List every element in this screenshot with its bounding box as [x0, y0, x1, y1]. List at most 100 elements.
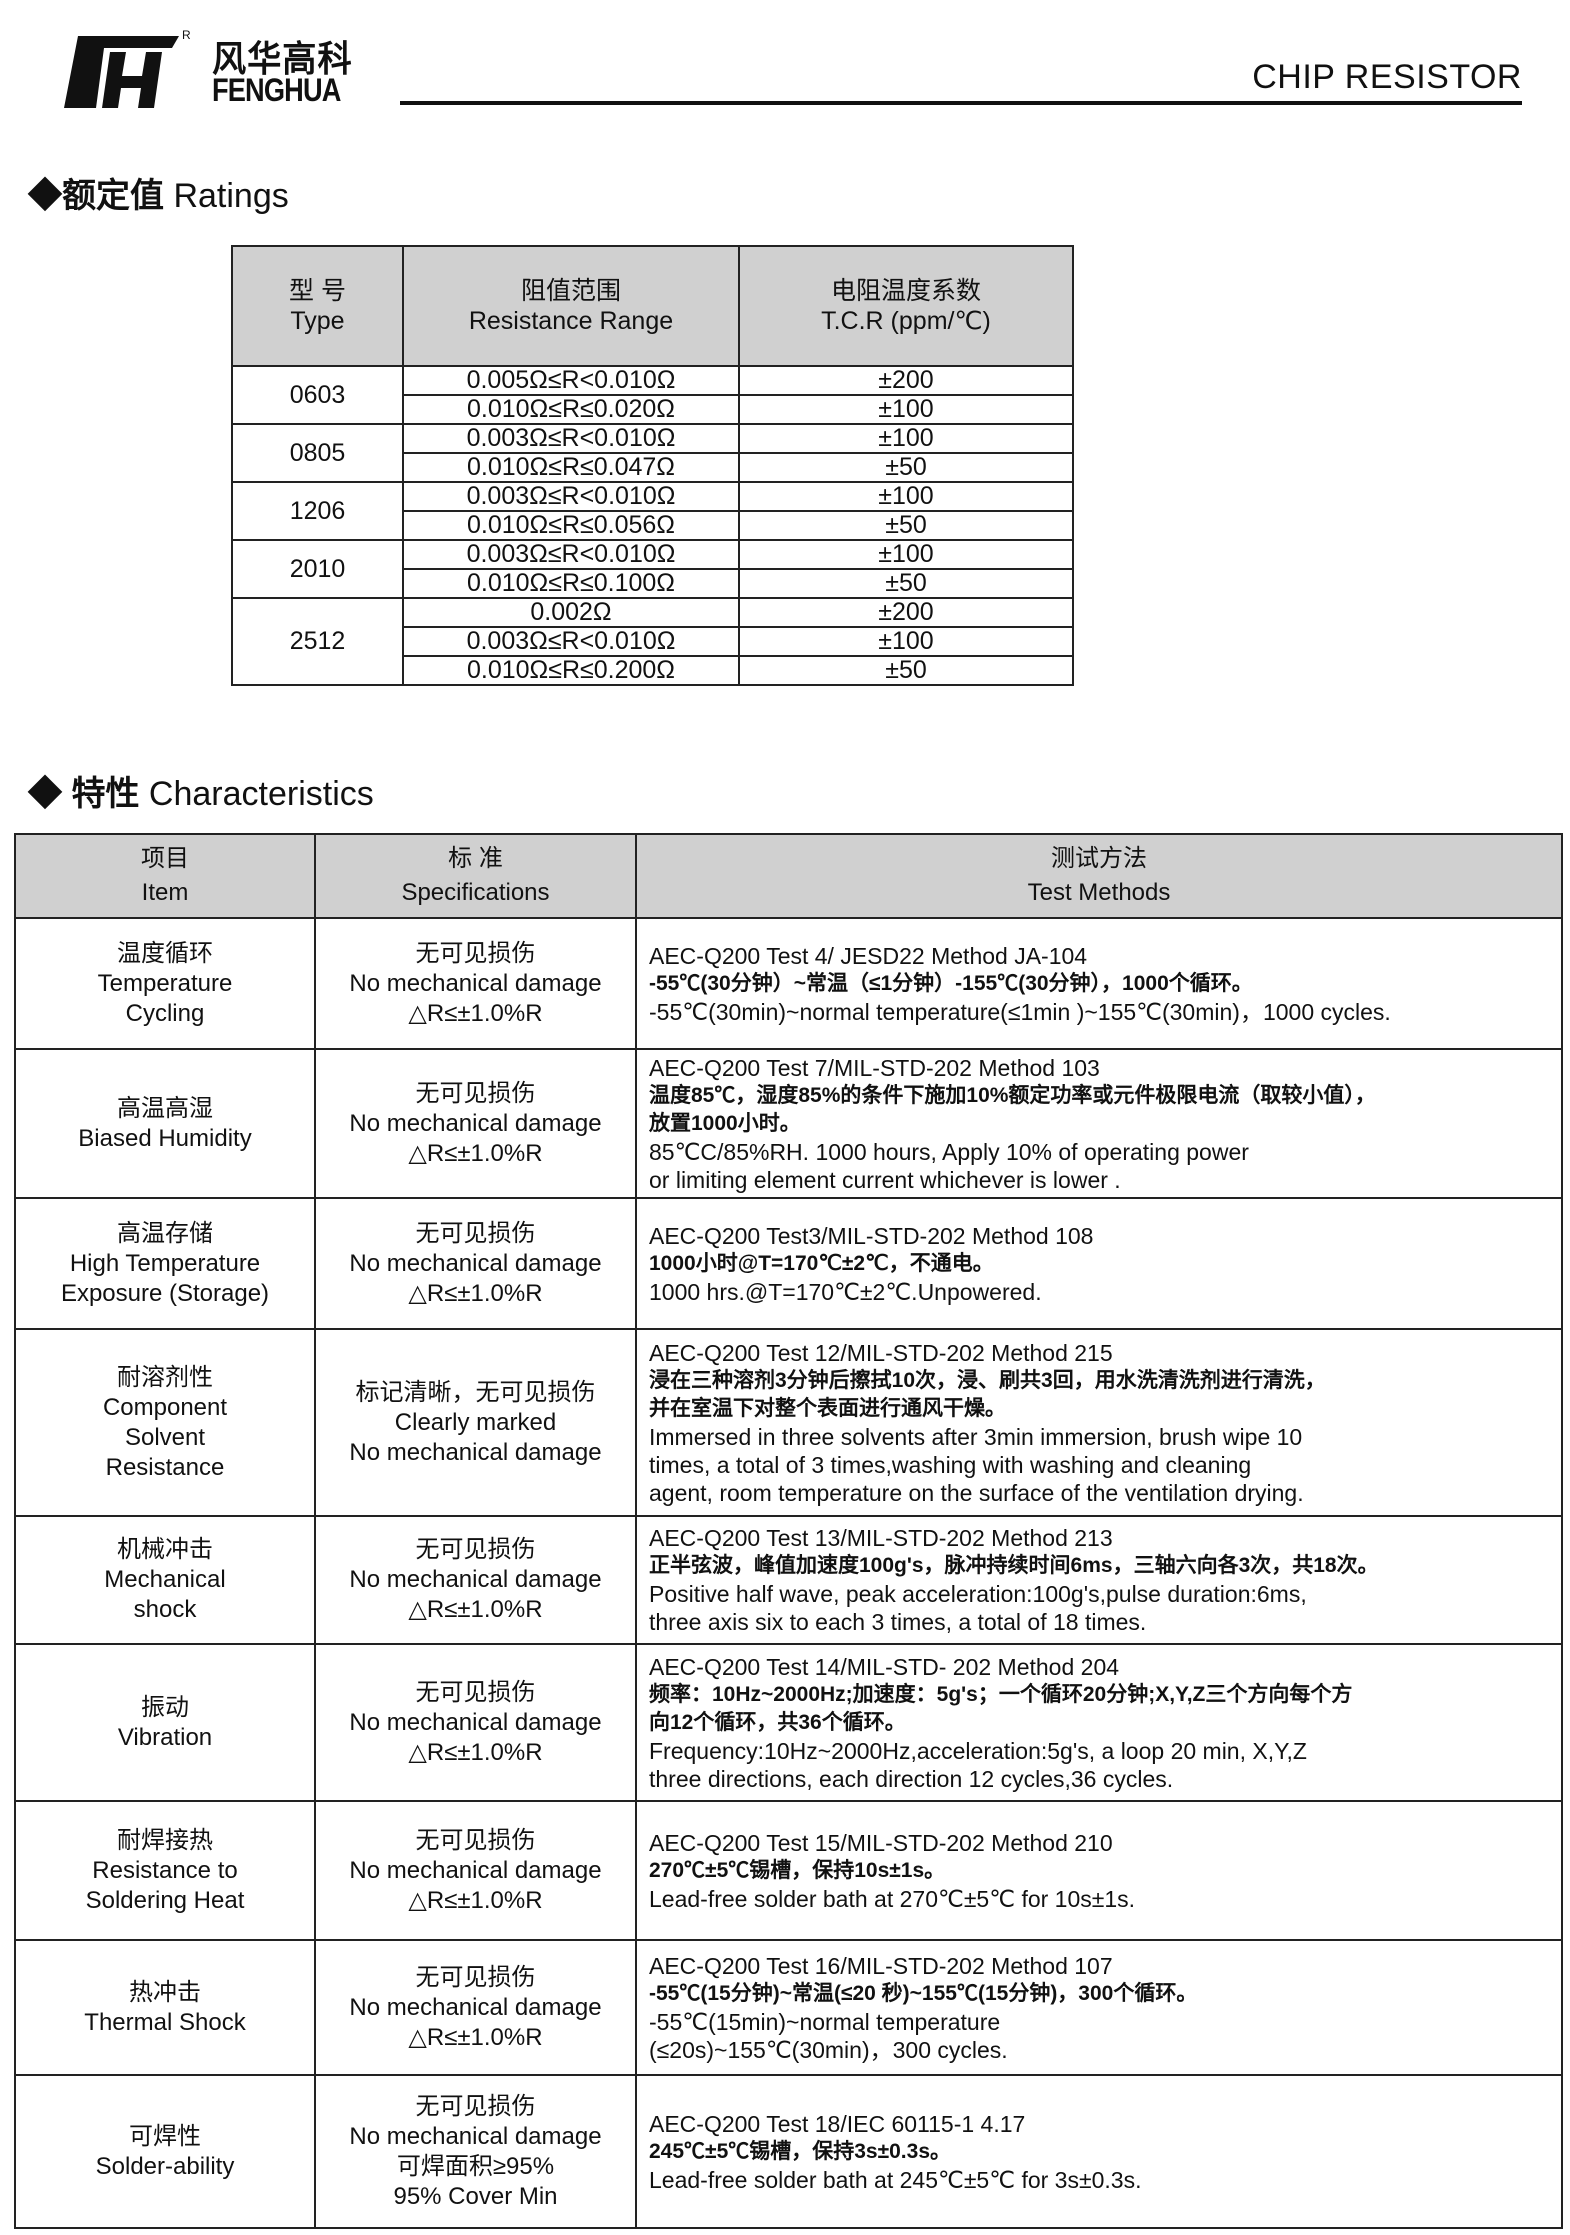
specification-cell: 无可见损伤 No mechanical damage △R≤±1.0%R — [314, 1939, 637, 2076]
test-method-line: Frequency:10Hz~2000Hz,acceleration:5g's,… — [649, 1737, 1307, 1764]
specification-line: 无可见损伤 — [415, 1219, 536, 1247]
item-line: Thermal Shock — [84, 2008, 246, 2036]
characteristics-section-title: ◆ 特性 Characteristics — [28, 766, 374, 815]
test-method-line: AEC-Q200 Test 14/MIL-STD- 202 Method 204 — [649, 1653, 1120, 1680]
specification-line: 无可见损伤 — [415, 1826, 536, 1854]
test-method-line: 正半弦波，峰值加速度100g's，脉冲持续时间6ms，三轴六向各3次，共18次。 — [649, 1554, 1379, 1577]
test-method-line: three directions, each direction 12 cycl… — [649, 1765, 1174, 1792]
test-method-line: -55℃(15min)~normal temperature — [649, 2008, 1001, 2035]
resistance-range-cell: 0.010Ω≤R≤0.020Ω — [402, 394, 740, 425]
tcr-cell: ±200 — [738, 597, 1074, 628]
item-cell: 可焊性 Solder-ability — [14, 2074, 316, 2229]
tcr-cell: ±100 — [738, 539, 1074, 570]
specification-cell: 无可见损伤 No mechanical damage △R≤±1.0%R — [314, 1515, 637, 1645]
test-method-line: Positive half wave, peak acceleration:10… — [649, 1581, 1307, 1607]
characteristics-header-cell: 标 准 Specifications — [314, 833, 637, 919]
test-method-line: AEC-Q200 Test 18/IEC 60115-1 4.17 — [649, 2110, 1026, 2137]
characteristics-row: 温度循环 Temperature Cycling 无可见损伤 No mechanical… — [14, 917, 1563, 1050]
test-method-line: AEC-Q200 Test 4/ JESD22 Method JA-104 — [649, 942, 1088, 969]
test-method-line: AEC-Q200 Test 13/MIL-STD-202 Method 213 — [649, 1525, 1113, 1551]
item-line: 耐溶剂性 — [117, 1363, 213, 1391]
specification-line: 可焊面积≥95% — [396, 2152, 555, 2180]
characteristics-row: 可焊性 Solder-ability 无可见损伤 No mechanical dama… — [14, 2074, 1563, 2229]
specification-line: No mechanical damage — [349, 1566, 602, 1593]
specification-cell: 无可见损伤 No mechanical damage 可焊面积≥95% 95% Cov… — [314, 2074, 637, 2229]
test-method-line: AEC-Q200 Test3/MIL-STD-202 Method 108 — [649, 1222, 1094, 1249]
characteristics-row: 振动 Vibration 无可见损伤 No mechanical damage △R≤±… — [14, 1643, 1563, 1802]
ratings-header-cell: 阻值范围 Resistance Range — [402, 245, 740, 367]
test-method-line: or limiting element current whichever is… — [649, 1166, 1121, 1193]
test-method-line: 270℃±5℃锡槽，保持10s±1s。 — [649, 1858, 946, 1882]
test-method-line: 向12个循环，共36个循环。 — [649, 1710, 906, 1734]
characteristics-table: 项目 Item 标 准 Specifications 测试方法 Test Methods … — [14, 833, 1563, 2229]
specification-line: 无可见损伤 — [415, 1678, 536, 1706]
header-label-en: Resistance Range — [468, 307, 674, 335]
specification-line: No mechanical damage — [349, 2122, 602, 2150]
item-line: 高温存储 — [117, 1219, 213, 1247]
ratings-header-row: 型 号 Type 阻值范围 Resistance Range 电阻温度系数 T.C.R (… — [231, 245, 1074, 367]
test-method-line: -55℃(30分钟）~常温（≤1分钟）-155℃(30分钟），1000个循环。 — [649, 971, 1253, 995]
ratings-row: 0.010Ω≤R≤0.200Ω ±50 — [232, 655, 1074, 686]
resistance-range-cell: 0.010Ω≤R≤0.047Ω — [402, 452, 740, 483]
characteristics-header-cell: 项目 Item — [14, 833, 316, 919]
item-line: Resistance to — [92, 1856, 238, 1884]
characteristics-row: 耐溶剂性 Component Solvent Resistance 标记清晰，无可见损伤… — [14, 1328, 1563, 1517]
header-label-en: T.C.R (ppm/℃) — [821, 307, 991, 335]
specification-line: 无可见损伤 — [415, 1079, 536, 1107]
tcr-cell: ±200 — [738, 365, 1074, 396]
resistance-range-cell: 0.010Ω≤R≤0.200Ω — [402, 655, 740, 686]
test-method-line: agent, room temperature on the surface o… — [649, 1479, 1304, 1506]
tcr-cell: ±100 — [738, 626, 1074, 657]
item-cell: 高温高湿 Biased Humidity — [14, 1048, 316, 1199]
characteristics-title-en: Characteristics — [148, 775, 374, 813]
characteristics-row: 高温存储 High Temperature Exposure (Storage) 无可… — [14, 1197, 1563, 1330]
test-method-cell: AEC-Q200 Test 14/MIL-STD- 202 Method 204… — [635, 1643, 1563, 1802]
specification-line: No mechanical damage — [349, 1708, 602, 1736]
characteristics-header-cell: 测试方法 Test Methods — [635, 833, 1563, 919]
test-method-line: 频率：10Hz~2000Hz;加速度：5g's；一个循环20分钟;X,Y,Z三个… — [649, 1682, 1353, 1706]
ratings-row: 0.003Ω≤R<0.010Ω ±100 — [232, 626, 1074, 657]
item-line: 温度循环 — [117, 939, 213, 967]
characteristics-row: 高温高湿 Biased Humidity 无可见损伤 No mechanical da… — [14, 1048, 1563, 1199]
ratings-table: 型 号 Type 阻值范围 Resistance Range 电阻温度系数 T.C.R (… — [231, 245, 1074, 686]
item-line: 振动 — [141, 1693, 189, 1721]
brand-name-cn: 风华高科 — [212, 38, 353, 79]
type-cell: 1206 — [231, 481, 404, 541]
specification-line: No mechanical damage — [349, 1249, 602, 1277]
test-method-line: AEC-Q200 Test 12/MIL-STD-202 Method 215 — [649, 1339, 1113, 1366]
test-method-line: (≤20s)~155℃(30min)，300 cycles. — [649, 2036, 1008, 2063]
characteristics-row: 机械冲击 Mechanical shock 无可见损伤 No mechanical da… — [14, 1515, 1563, 1645]
characteristics-title-cn: 特性 — [71, 775, 140, 813]
ratings-header-cell: 型 号 Type — [231, 245, 404, 367]
specification-cell: 无可见损伤 No mechanical damage △R≤±1.0%R — [314, 1643, 637, 1802]
item-line: Biased Humidity — [78, 1124, 252, 1152]
type-cell: 2512 — [231, 597, 404, 686]
specification-line: △R≤±1.0%R — [408, 1886, 543, 1914]
header-label-cn: 标 准 — [448, 845, 503, 872]
test-method-line: -55℃(30min)~normal temperature(≤1min )~1… — [649, 998, 1391, 1025]
test-method-line: 85℃C/85%RH. 1000 hours, Apply 10% of ope… — [649, 1138, 1249, 1165]
specification-cell: 标记清晰，无可见损伤 Clearly marked No mechanical da… — [314, 1328, 637, 1517]
header-label-cn: 项目 — [141, 845, 189, 872]
header-label-en: Specifications — [401, 879, 550, 906]
test-method-cell: AEC-Q200 Test 13/MIL-STD-202 Method 213 正… — [635, 1515, 1563, 1645]
header-label-cn: 型 号 — [289, 277, 346, 305]
header-label-en: Type — [290, 307, 345, 335]
resistance-range-cell: 0.005Ω≤R<0.010Ω — [402, 365, 740, 396]
item-cell: 高温存储 High Temperature Exposure (Storage) — [14, 1197, 316, 1330]
header-rule — [400, 101, 1522, 105]
ratings-title-en: Ratings — [173, 177, 289, 215]
tcr-cell: ±50 — [738, 510, 1074, 541]
test-method-line: 1000 hrs.@T=170℃±2℃.Unpowered. — [649, 1278, 1042, 1305]
header-label-en: Item — [141, 879, 189, 906]
specification-line: 无可见损伤 — [415, 2092, 536, 2120]
tcr-cell: ±50 — [738, 452, 1074, 483]
specification-line: △R≤±1.0%R — [408, 1738, 543, 1766]
item-line: 热冲击 — [129, 1978, 201, 2006]
specification-cell: 无可见损伤 No mechanical damage △R≤±1.0%R — [314, 1800, 637, 1941]
ratings-section-title: ◆额定值 Ratings — [28, 168, 289, 217]
header-label-cn: 测试方法 — [1051, 845, 1147, 872]
test-method-cell: AEC-Q200 Test 16/MIL-STD-202 Method 107-… — [635, 1939, 1563, 2076]
item-line: Vibration — [117, 1723, 213, 1751]
characteristics-row: 耐焊接热 Resistance to Soldering Heat 无可见损伤 No m… — [14, 1800, 1563, 1941]
